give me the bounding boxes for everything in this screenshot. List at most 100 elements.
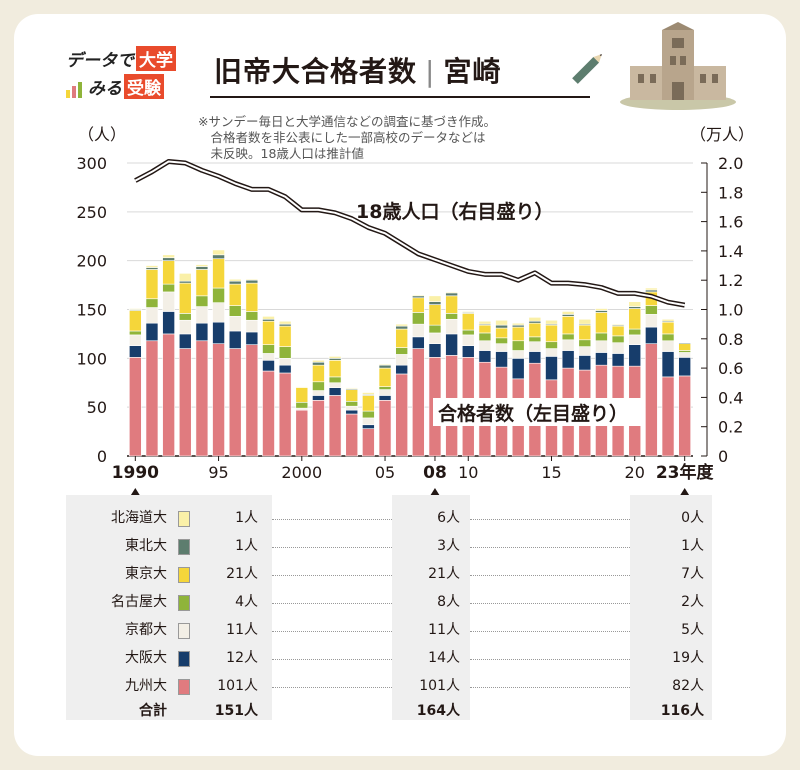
bar-segment xyxy=(312,361,325,366)
bar-segment xyxy=(428,332,442,344)
bar-segment xyxy=(395,347,408,355)
value-1990: 11人 xyxy=(226,622,258,638)
bar-segment xyxy=(228,316,242,332)
bar-segment xyxy=(212,321,225,344)
bar-segment xyxy=(495,337,508,344)
bar-segment xyxy=(511,340,525,351)
population-line xyxy=(134,160,685,307)
column-pointer-icon xyxy=(679,488,690,496)
bar-segment xyxy=(228,280,242,285)
bar-segment xyxy=(678,343,691,351)
bar-segment xyxy=(478,350,492,363)
bar-segment xyxy=(445,313,458,320)
bar-segment xyxy=(528,317,542,322)
bar-segment xyxy=(145,265,159,268)
title-separator: | xyxy=(425,55,436,88)
population-series-label: 18歳人口（右目盛り） xyxy=(356,200,553,223)
total-1990: 151人 xyxy=(214,703,258,719)
bar-segment xyxy=(245,282,259,312)
bar-segment xyxy=(478,320,492,325)
bar-segment xyxy=(595,308,608,311)
bar-segment xyxy=(328,356,342,359)
bar-segment xyxy=(178,319,192,335)
value-2023: 7人 xyxy=(681,566,704,582)
bar-segment xyxy=(578,318,592,325)
bar-segment xyxy=(412,294,425,297)
y-left-tick-label: 150 xyxy=(76,301,107,320)
bar-segment xyxy=(428,304,442,326)
university-label: 名古屋大 xyxy=(111,594,167,610)
y-right-tick-label: 1.0 xyxy=(718,301,743,320)
bar-segment xyxy=(195,340,209,457)
bar-segment xyxy=(195,269,209,297)
title-underline xyxy=(210,96,590,98)
bar-segment xyxy=(278,372,292,457)
title-text: 旧帝大合格者数 xyxy=(214,55,418,88)
bar-segment xyxy=(595,332,608,342)
dotted-leader xyxy=(470,631,630,632)
y-left-tick-label: 200 xyxy=(76,252,107,271)
bar-segment xyxy=(461,334,475,346)
bar-segment xyxy=(212,249,225,256)
bar-segment xyxy=(561,339,575,351)
bar-segment xyxy=(412,348,425,457)
bar-segment xyxy=(495,343,508,352)
bar-segment xyxy=(145,298,159,308)
bar-segment xyxy=(345,409,359,415)
bar-segment xyxy=(162,291,175,312)
value-1990: 1人 xyxy=(235,538,258,554)
bar-series-label: 合格者数（左目盛り） xyxy=(438,402,628,425)
bar-segment xyxy=(511,326,525,342)
bar-segment xyxy=(245,344,259,457)
y-right-unit: （万人） xyxy=(690,125,754,144)
bar-segment xyxy=(495,327,508,339)
dotted-leader xyxy=(272,603,392,604)
bar-segment xyxy=(262,344,275,354)
column-pointer-icon xyxy=(130,488,141,496)
bar-segment xyxy=(628,344,642,367)
logo-bars-icon xyxy=(66,80,86,98)
bar-segment xyxy=(129,357,142,457)
bar-segment xyxy=(611,335,625,344)
bar-segment xyxy=(545,348,558,357)
dotted-leader xyxy=(272,547,392,548)
bar-segment xyxy=(611,342,625,354)
bar-segment xyxy=(212,254,225,260)
bar-segment xyxy=(461,329,475,336)
bar-segment xyxy=(145,340,159,457)
y-right-tick-label: 1.4 xyxy=(718,242,743,261)
bar-segment xyxy=(595,312,608,334)
bar-segment xyxy=(645,314,658,328)
bar-segment xyxy=(145,269,159,300)
value-1990: 1人 xyxy=(235,510,258,526)
bar-segment xyxy=(328,382,342,388)
bar-segment xyxy=(212,287,225,303)
bar-segment xyxy=(295,387,309,403)
legend-swatch xyxy=(178,567,190,583)
value-2023: 5人 xyxy=(681,622,704,638)
bar-segment xyxy=(262,320,275,345)
bar-segment xyxy=(178,313,192,321)
bar-segment xyxy=(628,308,642,330)
bar-segment xyxy=(345,389,359,402)
bar-segment xyxy=(478,340,492,351)
bar-segment xyxy=(545,341,558,349)
bar-segment xyxy=(528,351,542,364)
dotted-leader xyxy=(470,603,630,604)
y-right-tick-label: 2.0 xyxy=(718,154,743,173)
bar-segment xyxy=(195,295,209,307)
bar-segment xyxy=(395,328,408,348)
dotted-leader xyxy=(470,519,630,520)
y-right-tick-label: 0.6 xyxy=(718,359,743,378)
value-2023: 19人 xyxy=(672,650,704,666)
bar-segment xyxy=(295,409,309,457)
y-left-tick-label: 0 xyxy=(97,447,107,466)
bar-segment xyxy=(345,405,359,411)
y-right-tick-label: 1.6 xyxy=(718,213,743,232)
value-1990: 4人 xyxy=(235,594,258,610)
bar-segment xyxy=(628,328,642,336)
bar-segment xyxy=(228,348,242,457)
legend-swatch xyxy=(178,595,190,611)
x-tick-label: 08 xyxy=(423,463,447,483)
x-tick-label: 2000 xyxy=(281,463,322,482)
